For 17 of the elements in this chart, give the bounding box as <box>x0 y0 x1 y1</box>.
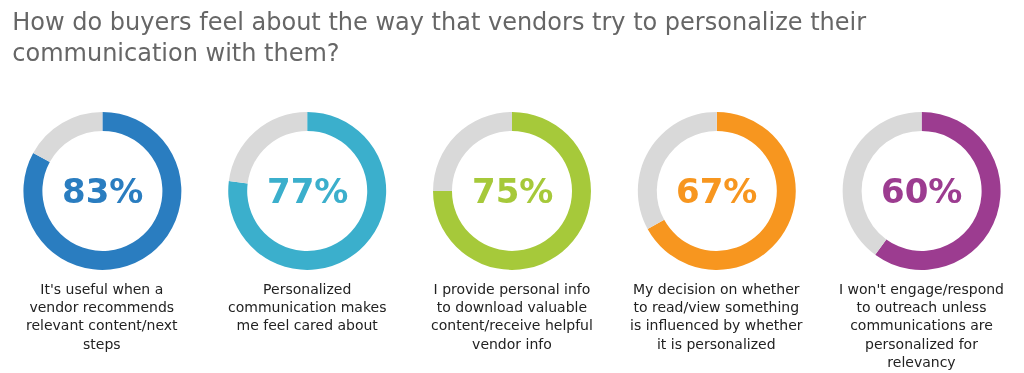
data-label: 67% <box>676 171 758 211</box>
text: It's useful when a vendor recommends relevant content/next steps <box>26 281 179 352</box>
text: Personalized communication makes me feel cared about <box>228 281 387 334</box>
donut-slice <box>433 111 591 270</box>
donut-slice <box>647 111 796 270</box>
text: How do buyers feel about the way that vendors try to personalize their communication with them? <box>12 7 867 68</box>
donut-slice <box>23 111 182 270</box>
text: My decision on whether to read/view something is influenced by whether it is personalized <box>630 281 803 352</box>
data-label: 77% <box>267 171 349 211</box>
text: I won't engage/respond to outreach unless communications are personalized for relevancy <box>839 281 1004 370</box>
donut-slice <box>875 111 1001 270</box>
data-label: 83% <box>62 171 144 211</box>
data-label: 75% <box>472 171 554 211</box>
donut-slice <box>228 111 387 270</box>
donut-slice <box>33 111 103 163</box>
data-label: 60% <box>881 171 963 211</box>
text: I provide personal info to download valuable content/receive helpful vendor info <box>431 281 593 352</box>
